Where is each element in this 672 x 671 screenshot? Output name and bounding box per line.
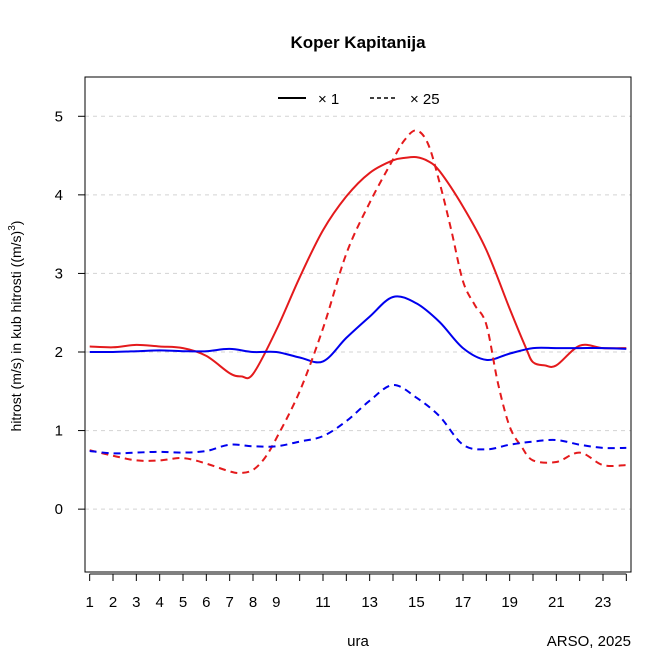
x-tick-label: 11 [315,594,331,611]
x-tick-label: 23 [595,594,612,611]
x-tick-label: 17 [455,594,472,611]
series-line-red-dashed [89,129,627,475]
series-line-red-solid [89,155,627,380]
y-axis-label-main: hitrost (m/s) in kub hitrosti ((m/s) [8,231,24,432]
y-tick-label: 4 [55,187,63,204]
credit-label: ARSO, 2025 [547,633,631,650]
x-tick-label: 3 [132,594,140,611]
series-group [89,129,627,475]
y-axis-label-sup: 3 [7,225,18,231]
series-line-blue-dashed [89,384,627,455]
x-tick-label: 19 [501,594,518,611]
legend-label-x1: × 1 [318,91,339,108]
x-tick-label: 13 [361,594,378,611]
x-tick-label: 9 [272,594,280,611]
y-tick-label: 2 [55,344,63,361]
x-tick-label: 15 [408,594,425,611]
legend: × 1 × 25 [278,91,440,108]
y-tick-label: 0 [55,501,63,518]
x-tick-label: 4 [155,594,163,611]
plot-frame [84,76,632,573]
x-tick-label: 7 [225,594,233,611]
y-tick-label: 5 [55,108,63,125]
x-tick-label: 2 [109,594,117,611]
legend-label-x25: × 25 [410,91,440,108]
x-tick-label: 21 [548,594,565,611]
y-axis-label-close: ) [8,221,24,226]
x-tick-label: 6 [202,594,210,611]
y-tick-label: 1 [55,423,63,440]
y-axis-label: hitrost (m/s) in kub hitrosti ((m/s)3) [7,221,24,432]
y-tick-label: 3 [55,265,63,282]
x-tick-label: 5 [179,594,187,611]
x-axis-label: ura [347,633,369,650]
gridlines [85,115,631,510]
series-line-blue-solid [89,295,627,364]
x-tick-label: 8 [249,594,257,611]
x-tick-label: 1 [85,594,93,611]
chart-title: Koper Kapitanija [290,33,426,52]
